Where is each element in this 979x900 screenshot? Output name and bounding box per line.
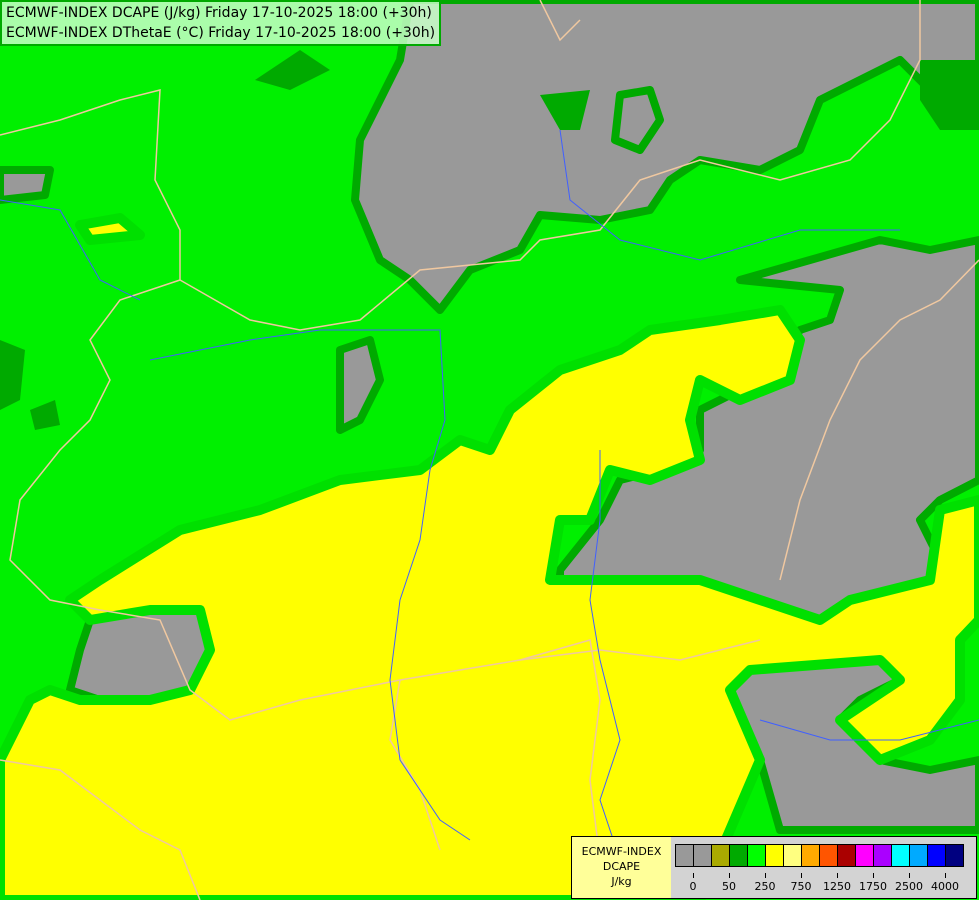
legend-swatch bbox=[712, 845, 730, 866]
legend-swatch bbox=[784, 845, 802, 866]
legend-swatch bbox=[730, 845, 748, 866]
legend-swatch bbox=[766, 845, 784, 866]
legend-parameter: DCAPE bbox=[602, 860, 641, 873]
title-dthetae: ECMWF-INDEX DThetaE (°C) Friday 17-10-20… bbox=[6, 25, 436, 41]
legend-model: ECMWF-INDEX bbox=[581, 845, 662, 858]
legend-tick-label: 0 bbox=[673, 873, 713, 893]
legend-swatch bbox=[802, 845, 820, 866]
legend-tick-label: 2500 bbox=[889, 873, 929, 893]
title-dcape: ECMWF-INDEX DCAPE (J/kg) Friday 17-10-20… bbox=[6, 5, 432, 21]
legend-tick-label: 1250 bbox=[817, 873, 857, 893]
legend-swatch bbox=[892, 845, 910, 866]
legend-swatch bbox=[676, 845, 694, 866]
dark-green-patches bbox=[0, 50, 979, 430]
yellow-regions bbox=[0, 213, 979, 900]
legend-unit: J/kg bbox=[611, 875, 632, 888]
legend-swatches bbox=[675, 844, 964, 867]
legend-ticks: 0 50 250 750 1250 1750 2500 4000 bbox=[675, 873, 965, 895]
rivers bbox=[0, 129, 979, 861]
legend-tick-label: 50 bbox=[709, 873, 749, 893]
legend-tick-label: 250 bbox=[745, 873, 785, 893]
legend-swatch bbox=[748, 845, 766, 866]
legend-swatch bbox=[838, 845, 856, 866]
legend-swatch bbox=[928, 845, 946, 866]
legend-swatch bbox=[694, 845, 712, 866]
legend-tick-label: 750 bbox=[781, 873, 821, 893]
legend-tick-label: 4000 bbox=[925, 873, 965, 893]
legend-tick-label: 1750 bbox=[853, 873, 893, 893]
color-legend: ECMWF-INDEX DCAPE J/kg 0 50 250 750 1250 1750… bbox=[571, 836, 977, 899]
legend-swatch bbox=[874, 845, 892, 866]
legend-swatch bbox=[820, 845, 838, 866]
legend-swatch bbox=[856, 845, 874, 866]
legend-label: ECMWF-INDEX DCAPE J/kg bbox=[572, 837, 671, 898]
legend-swatch bbox=[946, 845, 963, 866]
legend-swatch bbox=[910, 845, 928, 866]
map-title-box: ECMWF-INDEX DCAPE (J/kg) Friday 17-10-20… bbox=[0, 0, 442, 46]
